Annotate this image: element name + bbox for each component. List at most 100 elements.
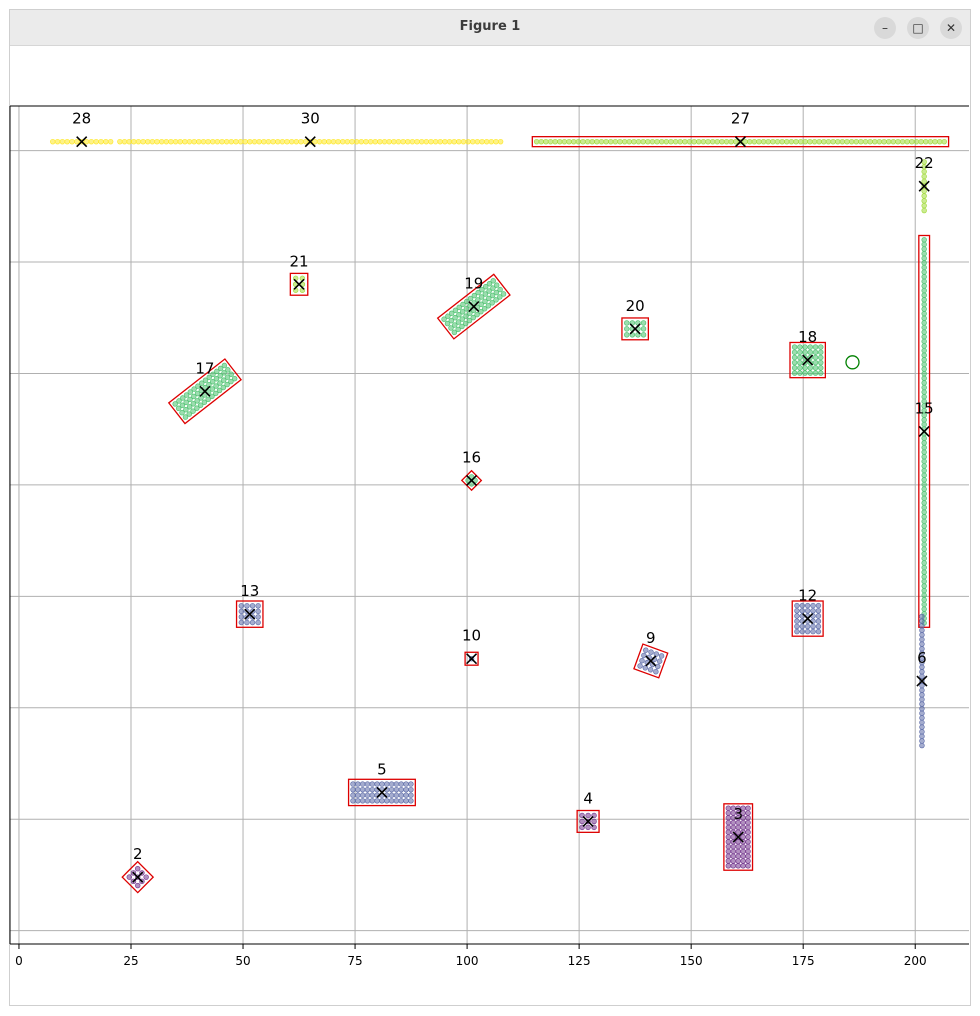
data-point [921, 178, 927, 185]
data-point [247, 138, 253, 145]
data-point [921, 560, 927, 566]
data-point [885, 138, 892, 145]
data-point [255, 614, 261, 620]
data-point [640, 326, 647, 332]
data-point [735, 853, 741, 859]
data-point [256, 138, 262, 145]
data-point [921, 440, 927, 446]
data-point [921, 241, 927, 248]
data-point [921, 537, 927, 543]
data-point [921, 264, 927, 271]
data-point [745, 839, 751, 845]
data-point [821, 138, 827, 145]
data-point [403, 798, 409, 804]
data-point [255, 619, 261, 626]
data-point [919, 724, 925, 730]
x-tick-label: 100 [456, 954, 479, 968]
data-point [818, 354, 824, 361]
data-point [921, 444, 927, 451]
data-point [921, 207, 927, 214]
data-point [251, 138, 258, 145]
data-point [640, 320, 647, 326]
data-point [921, 523, 927, 529]
data-point [645, 138, 651, 145]
data-point [497, 286, 503, 293]
cluster-label: 6 [917, 649, 927, 667]
data-point [321, 138, 327, 145]
data-point [919, 733, 925, 740]
maximize-button[interactable]: □ [907, 17, 929, 39]
data-point [919, 687, 925, 693]
data-point [249, 619, 256, 626]
data-point [231, 375, 238, 382]
data-point [735, 824, 741, 831]
centroid-marker [918, 425, 930, 437]
data-point [490, 278, 496, 284]
title-bar[interactable]: Figure 1 – □ ✕ [10, 10, 970, 46]
data-point [815, 628, 822, 635]
data-point [353, 138, 360, 145]
data-point [745, 810, 751, 816]
data-point [745, 819, 751, 826]
cluster-label: 17 [195, 359, 214, 377]
data-point [409, 138, 416, 145]
data-point [460, 138, 467, 145]
data-point [745, 848, 751, 855]
data-point [921, 375, 927, 382]
data-point [919, 613, 925, 620]
cluster-label: 28 [72, 110, 91, 128]
data-point [379, 798, 385, 804]
data-point [735, 839, 741, 845]
bounding-box [347, 778, 416, 807]
data-point [182, 138, 188, 145]
data-point [818, 344, 824, 350]
data-point [807, 344, 813, 350]
bounding-box [531, 136, 950, 148]
data-point [405, 138, 411, 145]
data-point [359, 781, 366, 787]
data-point [740, 848, 746, 855]
data-point [191, 138, 197, 145]
data-point [835, 138, 841, 145]
data-point [921, 250, 927, 257]
data-point [791, 370, 798, 376]
data-point [913, 138, 920, 145]
data-point [797, 370, 803, 376]
data-point [812, 359, 819, 366]
data-point [714, 138, 720, 145]
data-point [64, 138, 70, 145]
data-point [853, 138, 859, 145]
data-point [364, 781, 371, 787]
data-point [815, 608, 822, 614]
close-button[interactable]: ✕ [940, 17, 962, 39]
data-point [919, 692, 925, 698]
cluster-3 [723, 803, 754, 871]
data-point [921, 320, 927, 326]
data-point [228, 371, 234, 377]
data-point [921, 380, 927, 386]
data-point [735, 863, 741, 869]
minimize-button[interactable]: – [874, 17, 896, 39]
data-point [594, 138, 600, 145]
data-point [919, 618, 925, 624]
data-point [740, 858, 746, 864]
data-point [921, 481, 927, 488]
data-point [742, 138, 748, 145]
data-point [730, 843, 736, 850]
bounding-box [633, 643, 669, 679]
data-point [428, 138, 434, 145]
data-point [807, 349, 813, 355]
data-point [804, 628, 811, 635]
data-point [816, 138, 822, 145]
data-point [921, 193, 927, 199]
data-point [223, 138, 230, 145]
data-point [696, 138, 702, 145]
data-point [603, 138, 609, 145]
data-point [794, 623, 800, 630]
data-point [921, 347, 927, 354]
data-point [919, 673, 925, 680]
cluster-27 [531, 136, 950, 148]
data-point [921, 297, 927, 303]
cluster-22 [921, 159, 927, 214]
data-point [793, 138, 799, 145]
